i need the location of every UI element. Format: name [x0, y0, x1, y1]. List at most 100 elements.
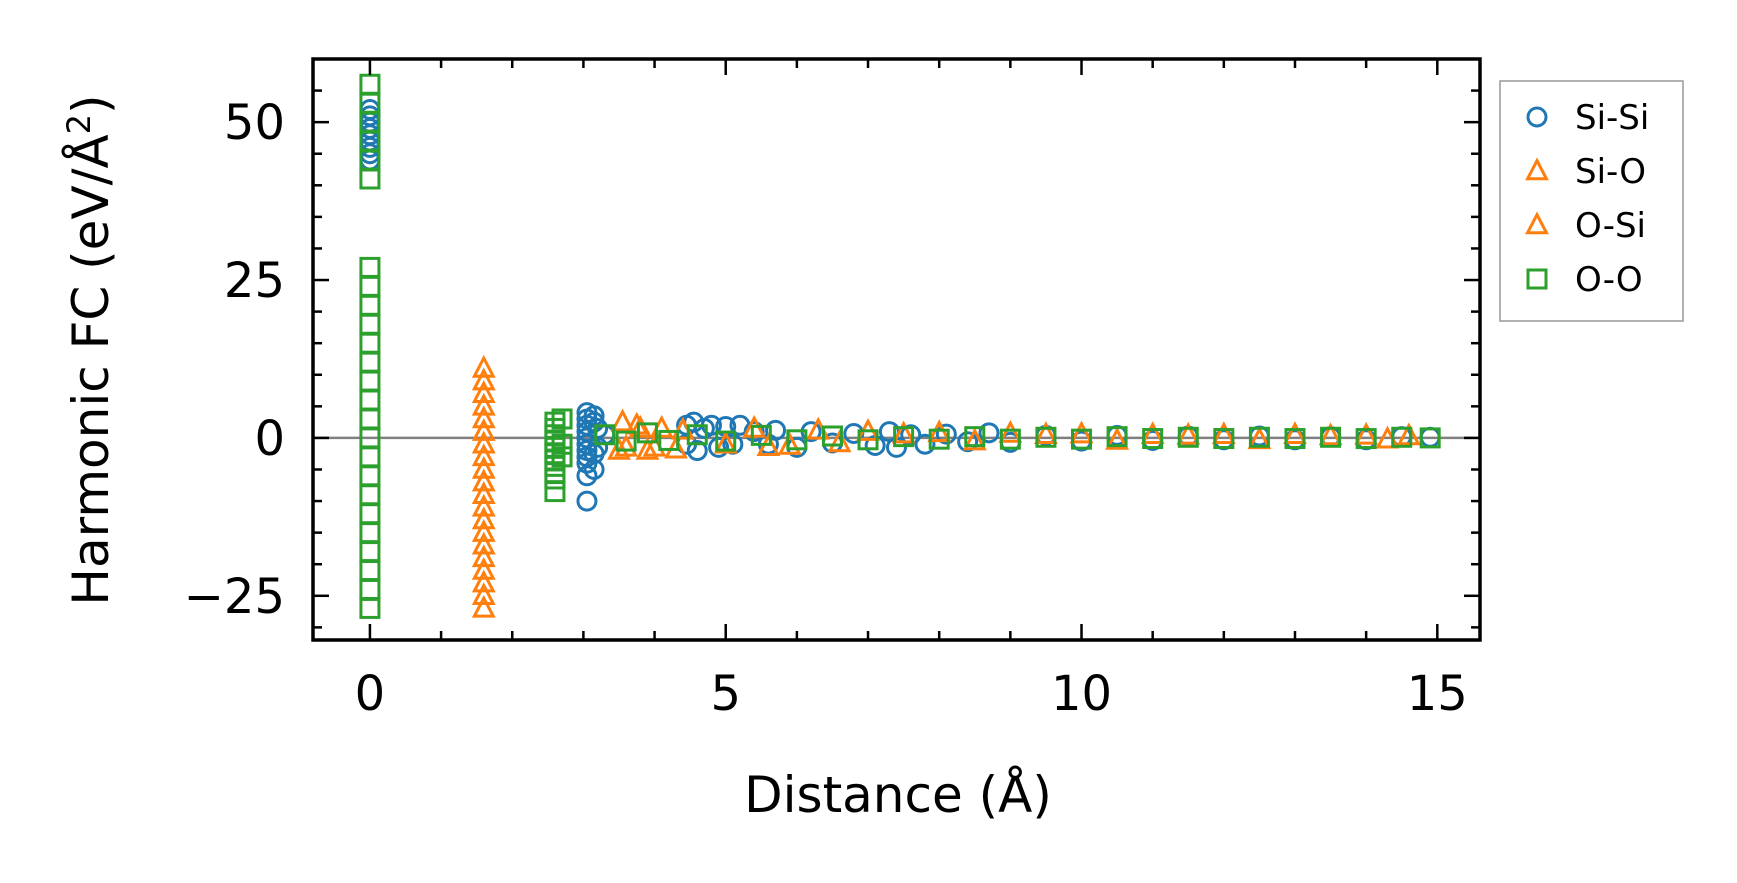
data-point-si-o [777, 431, 802, 455]
data-point-o-o [359, 503, 381, 525]
data-point-o-si [628, 414, 653, 438]
data-point-o-o [359, 578, 381, 600]
data-point-o-o [786, 429, 808, 451]
data-point-si-o [635, 436, 660, 460]
data-point-o-o [658, 429, 680, 451]
data-point-o-o [928, 428, 950, 450]
data-point-si-o [610, 408, 635, 432]
data-point-si-si [576, 490, 598, 512]
data-point-o-si [1176, 421, 1201, 445]
data-point-si-o [471, 519, 496, 542]
data-point-o-o [1177, 426, 1199, 448]
y-axis-label-superscript: 2 [60, 114, 98, 134]
data-point-o-o [857, 429, 879, 451]
tick-labels-layer: 0 5 10 15 −25 0 25 50 [184, 95, 1468, 722]
data-point-o-o [1248, 426, 1270, 448]
data-point-si-o [471, 443, 496, 467]
data-point-si-o [471, 493, 496, 517]
data-point-o-si [891, 420, 916, 444]
x-tick-label: 5 [710, 666, 741, 722]
data-point-si-o [471, 569, 496, 593]
data-point-si-si [957, 431, 979, 453]
data-point-o-o [551, 446, 573, 468]
legend-label: O-O [1575, 260, 1643, 300]
y-tick-label: 25 [224, 253, 285, 309]
axes-layer [311, 57, 1482, 642]
data-point-o-o [359, 275, 381, 297]
data-point-si-si [765, 419, 787, 441]
legend-item-si-o: Si-O [1525, 152, 1646, 192]
series-si-si [359, 99, 1441, 512]
data-point-si-si [978, 422, 1000, 444]
data-point-o-o [1213, 428, 1235, 450]
data-point-o-o [1142, 428, 1164, 450]
data-point-si-si [708, 436, 730, 458]
data-point-o-o [359, 446, 381, 468]
data-point-o-o [551, 433, 573, 455]
data-point-o-o [544, 481, 566, 503]
data-point-o-o [1355, 428, 1377, 450]
data-point-o-o [359, 73, 381, 95]
legend-marker-o-o [1526, 268, 1548, 290]
data-point-o-o [359, 168, 381, 190]
legend-items: Si-Si Si-O O-Si O-O [1525, 98, 1649, 300]
data-point-si-si [583, 405, 605, 427]
data-point-si-o [471, 506, 496, 530]
y-axis-label-main: Harmonic FC (eV/Å [62, 134, 120, 605]
data-point-si-o [1069, 420, 1094, 444]
data-point-o-o [750, 424, 772, 446]
legend-label: Si-Si [1575, 98, 1649, 138]
data-point-o-o [715, 430, 737, 452]
data-point-si-o [471, 405, 496, 429]
data-point-o-o [1391, 426, 1413, 448]
data-point-o-o [359, 294, 381, 316]
data-point-si-si [914, 433, 936, 455]
series-o-si [607, 414, 1400, 460]
legend-marker-o-si [1525, 211, 1549, 235]
legend: Si-Si Si-O O-Si O-O [1499, 80, 1684, 322]
data-point-o-o [359, 541, 381, 563]
series-o-o [359, 73, 1441, 619]
data-point-o-o [359, 465, 381, 487]
data-point-o-si [1318, 422, 1343, 446]
data-point-o-o [636, 422, 658, 444]
data-point-o-o [359, 332, 381, 354]
y-axis-label: Harmonic FC (eV/Å2) [60, 94, 120, 605]
x-axis-label: Distance (Å) [744, 766, 1052, 824]
data-point-si-o [1283, 421, 1307, 445]
data-point-o-o [359, 389, 381, 411]
data-point-o-o [359, 597, 381, 619]
data-point-o-si [1034, 421, 1058, 445]
ticks-layer [313, 59, 1480, 640]
legend-marker-si-si [1526, 106, 1548, 128]
data-point-o-o [1106, 426, 1128, 448]
data-point-si-o [471, 392, 496, 416]
plot-frame [311, 57, 1482, 642]
data-point-o-o [1419, 427, 1441, 449]
data-point-o-o [359, 313, 381, 335]
data-point-o-si [827, 429, 852, 453]
data-point-si-o [471, 418, 496, 441]
data-point-o-si [962, 427, 987, 451]
data-point-o-o [359, 522, 381, 544]
data-point-si-o [471, 582, 496, 606]
data-point-o-o [686, 424, 708, 446]
data-point-si-si [900, 424, 922, 446]
data-point-o-o [544, 468, 566, 490]
data-point-si-si [935, 423, 957, 445]
data-point-o-o [594, 424, 616, 446]
data-point-o-o [821, 425, 843, 447]
data-point-o-o [551, 408, 573, 430]
x-tick-label: 0 [355, 666, 386, 722]
data-point-o-o [1320, 426, 1342, 448]
data-point-si-o [1396, 422, 1421, 446]
legend-item-si-si: Si-Si [1526, 98, 1649, 138]
data-point-o-o [359, 256, 381, 278]
data-point-o-o [359, 351, 381, 373]
data-point-o-o [964, 426, 986, 448]
data-point-si-o [471, 594, 496, 618]
x-tick-label: 15 [1407, 666, 1468, 722]
x-tick-label: 10 [1051, 666, 1112, 722]
y-tick-label: 0 [254, 411, 285, 467]
